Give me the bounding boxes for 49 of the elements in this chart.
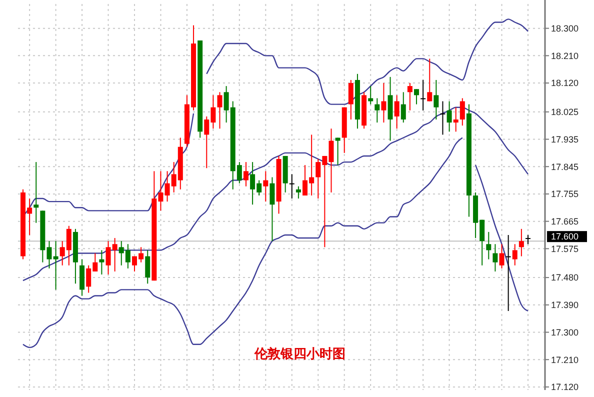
candlestick bbox=[420, 79, 426, 111]
text: 伦敦银四小时图 bbox=[254, 346, 346, 361]
candlestick bbox=[499, 244, 504, 269]
y-tick-label: 17.120 bbox=[551, 382, 579, 392]
candlestick bbox=[486, 231, 492, 260]
y-tick-label: 17.665 bbox=[551, 216, 579, 226]
candlestick bbox=[427, 58, 432, 102]
candlestick bbox=[34, 162, 39, 224]
candlestick bbox=[374, 98, 380, 124]
candlestick bbox=[99, 250, 104, 276]
candlestick bbox=[518, 228, 524, 257]
ref-line-label: 17.600 bbox=[551, 232, 579, 242]
y-tick-label: 17.845 bbox=[551, 162, 579, 172]
candlestick bbox=[440, 100, 446, 136]
candlestick bbox=[394, 94, 400, 130]
candlestick bbox=[414, 88, 420, 105]
y-tick-label: 18.300 bbox=[551, 23, 579, 34]
y-tick-label: 17.300 bbox=[551, 327, 579, 338]
candlestick bbox=[400, 92, 406, 124]
y-tick-label: 18.120 bbox=[551, 78, 579, 88]
candlestick bbox=[381, 82, 386, 124]
candlestick bbox=[492, 244, 498, 272]
candlestick bbox=[289, 174, 294, 200]
candlestick bbox=[53, 240, 58, 290]
candlestick bbox=[348, 79, 354, 120]
candlestick bbox=[243, 162, 248, 187]
candlestick bbox=[217, 92, 222, 130]
y-tick-label: 18.210 bbox=[551, 50, 579, 61]
candlestick bbox=[145, 250, 150, 284]
candlestick bbox=[434, 79, 439, 120]
candlestick bbox=[446, 100, 452, 132]
candlestick bbox=[506, 234, 511, 312]
candlestick bbox=[368, 86, 374, 105]
y-tick-label: 17.390 bbox=[551, 300, 579, 310]
candlestick bbox=[460, 98, 465, 126]
y-tick-label: 17.935 bbox=[551, 134, 579, 144]
candlestick bbox=[296, 186, 301, 200]
y-tick-label: 18.025 bbox=[551, 107, 579, 118]
candlestick bbox=[453, 106, 458, 132]
candlestick bbox=[512, 244, 518, 266]
candlestick bbox=[526, 234, 530, 245]
candlestick bbox=[270, 176, 275, 242]
y-tick-label: 17.210 bbox=[551, 354, 579, 365]
candlestick bbox=[335, 137, 340, 166]
y-tick-label: 17.480 bbox=[551, 272, 579, 283]
candlestick bbox=[407, 82, 412, 111]
y-tick-label: 17.575 bbox=[551, 244, 579, 254]
y-tick-label: 17.755 bbox=[551, 189, 579, 200]
candlestick bbox=[263, 170, 268, 202]
